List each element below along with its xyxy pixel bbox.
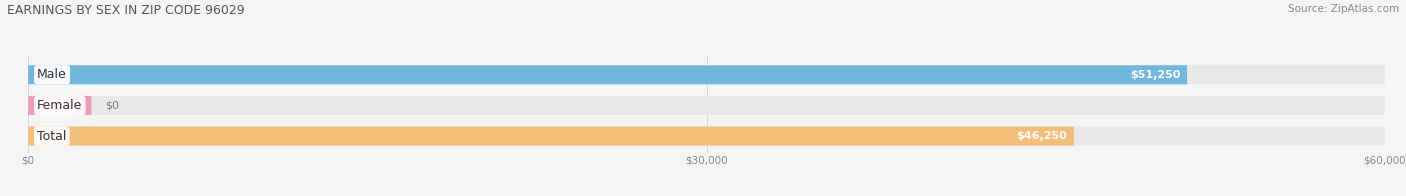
FancyBboxPatch shape: [28, 127, 1385, 145]
FancyBboxPatch shape: [28, 127, 1074, 145]
Text: Female: Female: [37, 99, 83, 112]
FancyBboxPatch shape: [28, 65, 1385, 84]
Text: Male: Male: [37, 68, 67, 81]
Text: $51,250: $51,250: [1130, 70, 1180, 80]
Text: EARNINGS BY SEX IN ZIP CODE 96029: EARNINGS BY SEX IN ZIP CODE 96029: [7, 4, 245, 17]
Text: $46,250: $46,250: [1017, 131, 1067, 141]
FancyBboxPatch shape: [28, 96, 1385, 115]
FancyBboxPatch shape: [28, 65, 1187, 84]
Text: Total: Total: [37, 130, 66, 142]
Text: $0: $0: [105, 100, 120, 110]
Text: Source: ZipAtlas.com: Source: ZipAtlas.com: [1288, 4, 1399, 14]
FancyBboxPatch shape: [28, 96, 91, 115]
